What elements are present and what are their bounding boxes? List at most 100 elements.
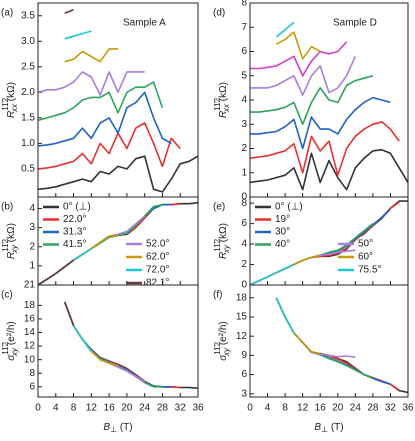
x-tick-label: 0 — [247, 403, 253, 414]
y-tick-label: 4 — [241, 239, 247, 250]
curve — [63, 301, 163, 388]
legend-label: 52.0° — [146, 239, 169, 250]
y-tick-label: 1 — [241, 167, 247, 178]
y-label-sub: xx — [222, 103, 231, 113]
y-tick-label: 1.5 — [21, 113, 35, 124]
x-tick-label: 20 — [121, 403, 133, 414]
x-tick-label: 32 — [175, 403, 187, 414]
curve — [275, 297, 374, 380]
y-label-sub: xy — [222, 244, 231, 254]
legend-label: 62.0° — [146, 252, 169, 263]
y-tick-label: 21 — [24, 280, 36, 291]
y-tick-label: 6 — [241, 46, 247, 57]
legend-label: 82.1° — [146, 278, 169, 289]
y-tick-label: 2 — [241, 143, 247, 154]
curve — [38, 122, 181, 170]
panel: 1 2 3 4 (b) R11̄2xy (kΩ) 0° (⊥)22.0° 31.3°41.5°… — [1, 196, 199, 289]
y-tick-label: 9 — [241, 350, 247, 361]
curve — [275, 21, 295, 38]
y-tick-label: 3.5 — [21, 10, 35, 21]
legend-label: 0° (⊥) — [275, 202, 303, 213]
y-label-unit: (kΩ) — [6, 82, 17, 104]
y-tick-label: 7 — [241, 22, 247, 33]
legend-label: 75.5° — [358, 265, 381, 276]
annotation: Sample A — [123, 18, 166, 29]
curve — [250, 55, 357, 96]
x-tick-label: 32 — [385, 403, 397, 414]
curve — [250, 263, 295, 285]
panel-label: (c) — [1, 290, 13, 301]
panel: 0 1 2 3 4 5 6 7 8 (d) Sample D R11̄2xx (kΩ) — [213, 0, 409, 203]
curve — [275, 297, 391, 385]
y-label-main: σ — [6, 354, 17, 361]
annotation: Sample D — [333, 18, 377, 29]
y-tick-label: 6 — [241, 369, 247, 380]
curve — [38, 91, 172, 147]
panel-label: (e) — [213, 202, 225, 213]
y-axis-label: R11̄2xx (kΩ) — [213, 82, 231, 118]
curve — [63, 301, 172, 388]
curve — [250, 41, 348, 77]
x-tick-label: 4 — [265, 403, 271, 414]
y-label-unit: (e²/h) — [6, 321, 17, 348]
y-label-unit: (kΩ) — [6, 223, 17, 245]
y-label-unit: (kΩ) — [218, 82, 229, 104]
y-tick-label: 6 — [241, 218, 247, 229]
y-tick-label: 2 — [241, 259, 247, 270]
x-tick-label: 24 — [139, 403, 151, 414]
curve — [275, 297, 321, 355]
y-label-main: R — [6, 111, 17, 118]
curve — [63, 301, 146, 383]
x-tick-label: 8 — [282, 403, 288, 414]
y-tick-label: 1 — [29, 261, 35, 272]
y-axis-label: R11̄2xy (kΩ) — [213, 223, 231, 259]
y-tick-label: 0 — [241, 280, 247, 291]
curve — [63, 301, 119, 367]
plot-frame — [37, 2, 199, 198]
plot-frame — [249, 284, 409, 398]
panel-label: (b) — [1, 202, 13, 213]
y-label-unit: (kΩ) — [218, 223, 229, 245]
curve — [38, 155, 198, 193]
curve — [38, 201, 198, 285]
y-label-sup: 11̄2 — [213, 341, 222, 354]
x-label-unit: (T) — [117, 422, 133, 433]
panel: 0 2 4 6 8 (e) R11̄2xy (kΩ) 0° (⊥)19° 30°40° 50° 60… — [213, 196, 409, 291]
y-tick-label: 0.5 — [21, 164, 35, 175]
legend-label: 60° — [358, 252, 373, 263]
legend-label: 40° — [275, 239, 290, 250]
legend-label: 19° — [275, 214, 290, 225]
x-label-sub: ⊥ — [321, 425, 328, 434]
legend-label: 72.0° — [146, 265, 169, 276]
plot-frame — [249, 196, 409, 286]
y-tick-label: 3 — [241, 388, 247, 399]
y-tick-label: 10 — [24, 354, 36, 365]
y-tick-label: 6 — [29, 381, 35, 392]
y-label-sub: xx — [10, 103, 19, 113]
plot-frame — [37, 284, 199, 398]
y-tick-label: 18 — [24, 300, 36, 311]
y-label-sup: 11̄2 — [1, 238, 10, 251]
x-label-main: B — [103, 422, 110, 433]
y-label-sup: 11̄2 — [213, 238, 222, 251]
curve — [275, 31, 321, 60]
curve — [275, 297, 408, 394]
y-tick-label: 12 — [236, 331, 248, 342]
curve — [275, 297, 295, 334]
x-tick-label: 0 — [35, 403, 41, 414]
y-axis-label: σ11̄2xy (e²/h) — [1, 321, 19, 360]
x-tick-label: 16 — [104, 403, 116, 414]
y-label-main: R — [218, 111, 229, 118]
x-label-unit: (T) — [328, 422, 344, 433]
legend-label: 41.5° — [63, 239, 86, 250]
y-tick-label: 8 — [241, 198, 247, 209]
y-label-main: σ — [218, 354, 229, 361]
curve — [250, 96, 391, 150]
x-axis-label: B⊥ (T) — [314, 422, 343, 434]
x-tick-label: 24 — [350, 403, 362, 414]
y-label-sup: 11̄2 — [213, 97, 222, 110]
y-tick-label: 1.0 — [21, 138, 35, 149]
curve — [38, 259, 75, 285]
curve — [250, 148, 408, 191]
y-label-unit: (e²/h) — [218, 321, 229, 348]
